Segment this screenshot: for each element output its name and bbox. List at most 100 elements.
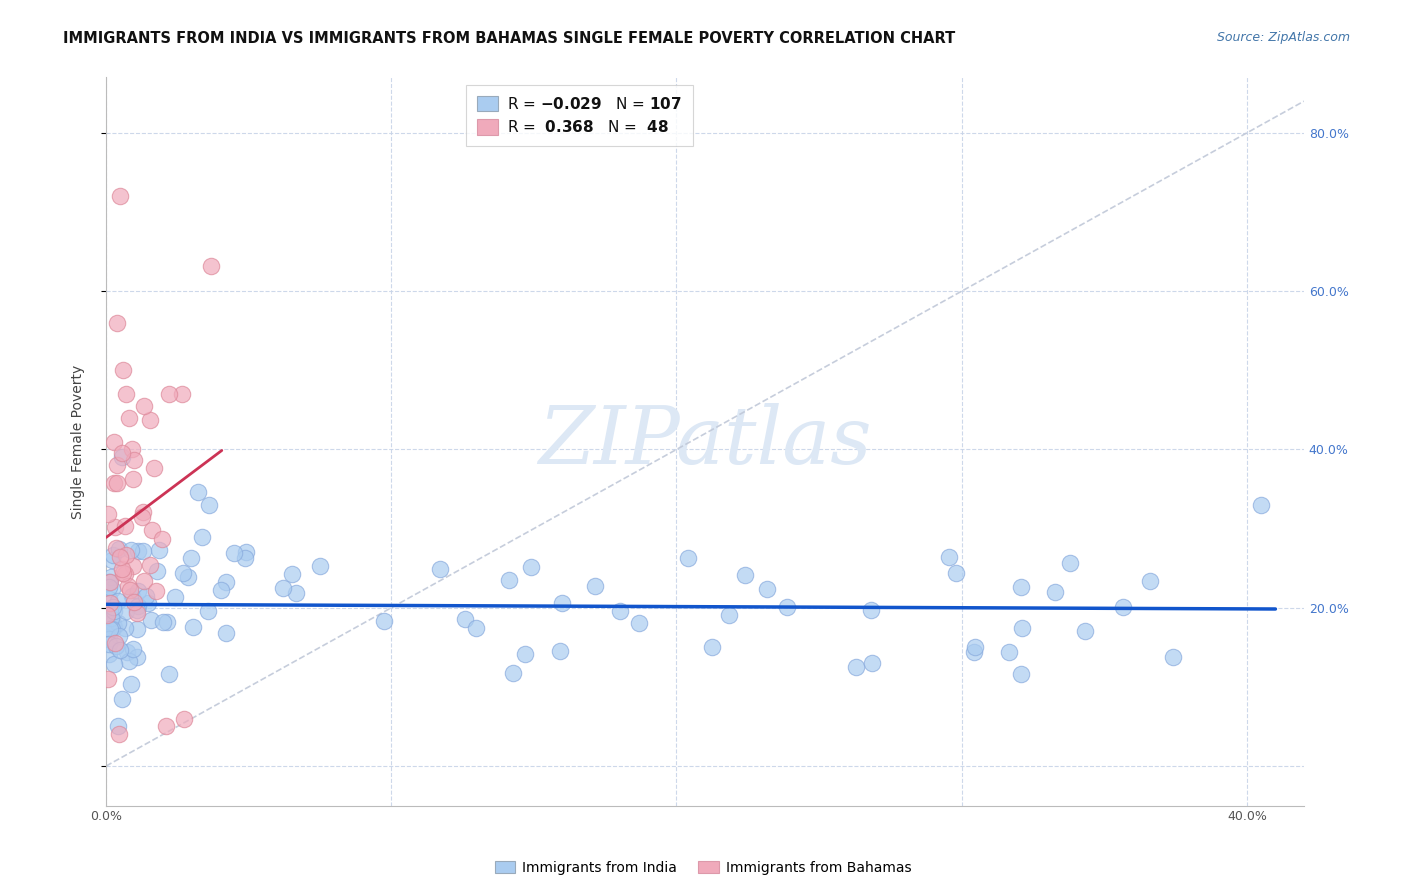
Point xyxy=(548,644,571,658)
Point xyxy=(100,570,122,584)
Point xyxy=(170,386,193,401)
Point xyxy=(755,582,778,596)
Point xyxy=(1074,624,1097,639)
Point xyxy=(108,643,131,657)
Point xyxy=(163,590,186,604)
Point xyxy=(107,629,129,643)
Point xyxy=(551,596,574,610)
Point xyxy=(121,589,143,603)
Point xyxy=(963,640,986,654)
Point xyxy=(139,613,162,627)
Point xyxy=(1112,600,1135,615)
Point xyxy=(100,611,122,625)
Point xyxy=(187,485,209,500)
Text: IMMIGRANTS FROM INDIA VS IMMIGRANTS FROM BAHAMAS SINGLE FEMALE POVERTY CORRELATI: IMMIGRANTS FROM INDIA VS IMMIGRANTS FROM… xyxy=(63,31,956,46)
Point xyxy=(125,650,148,665)
Point xyxy=(114,549,136,563)
Point xyxy=(198,498,221,512)
Point xyxy=(717,607,740,622)
Point xyxy=(281,567,304,582)
Point xyxy=(180,551,202,566)
Point xyxy=(132,399,155,413)
Point xyxy=(120,676,142,690)
Point xyxy=(118,583,141,598)
Point xyxy=(127,584,149,599)
Point xyxy=(96,607,118,622)
Point xyxy=(585,578,607,592)
Point xyxy=(127,623,149,637)
Point xyxy=(103,657,125,671)
Point xyxy=(103,434,125,449)
Point xyxy=(97,592,120,607)
Point xyxy=(150,532,173,546)
Point xyxy=(938,550,960,565)
Point xyxy=(107,594,129,608)
Point xyxy=(97,580,120,594)
Point xyxy=(105,475,128,490)
Point xyxy=(97,637,120,651)
Point xyxy=(222,546,245,560)
Point xyxy=(127,599,149,614)
Point xyxy=(104,636,127,650)
Point xyxy=(998,645,1021,659)
Point xyxy=(105,458,128,472)
Point xyxy=(200,260,222,274)
Point xyxy=(97,647,120,661)
Point xyxy=(115,604,138,618)
Point xyxy=(131,505,153,519)
Point xyxy=(97,617,120,632)
Point xyxy=(108,727,131,741)
Point xyxy=(127,544,149,558)
Point xyxy=(173,712,195,726)
Point xyxy=(103,620,125,634)
Point xyxy=(156,615,179,629)
Point xyxy=(143,461,166,475)
Point xyxy=(111,446,134,460)
Point xyxy=(122,472,145,486)
Text: Source: ZipAtlas.com: Source: ZipAtlas.com xyxy=(1216,31,1350,45)
Point xyxy=(125,606,148,620)
Point xyxy=(1010,667,1032,681)
Point xyxy=(209,583,232,598)
Point xyxy=(145,583,167,598)
Point xyxy=(107,316,129,330)
Point xyxy=(103,475,125,490)
Point xyxy=(859,602,882,616)
Point xyxy=(271,581,294,595)
Point xyxy=(1011,622,1033,636)
Point xyxy=(177,570,200,584)
Point xyxy=(118,654,141,668)
Point xyxy=(464,621,486,635)
Point xyxy=(107,616,129,631)
Point xyxy=(101,623,124,637)
Point xyxy=(215,574,238,589)
Point xyxy=(104,519,127,533)
Point xyxy=(139,558,162,573)
Point xyxy=(108,542,131,557)
Point xyxy=(1250,498,1272,512)
Point xyxy=(101,616,124,631)
Point xyxy=(845,659,868,673)
Point xyxy=(429,562,451,576)
Point xyxy=(98,622,121,636)
Point xyxy=(98,575,121,590)
Point xyxy=(155,719,177,733)
Point xyxy=(122,453,145,467)
Point xyxy=(945,566,967,580)
Point xyxy=(120,543,142,558)
Point xyxy=(235,551,257,566)
Point xyxy=(97,632,120,647)
Point xyxy=(172,566,194,580)
Point xyxy=(115,387,138,401)
Point xyxy=(141,523,163,537)
Point xyxy=(214,625,236,640)
Point xyxy=(122,595,145,609)
Point xyxy=(111,691,134,706)
Point xyxy=(132,543,155,558)
Point xyxy=(111,566,134,580)
Point xyxy=(734,568,756,582)
Point xyxy=(111,562,134,576)
Point xyxy=(197,604,219,618)
Point xyxy=(118,410,141,425)
Point xyxy=(1139,574,1161,589)
